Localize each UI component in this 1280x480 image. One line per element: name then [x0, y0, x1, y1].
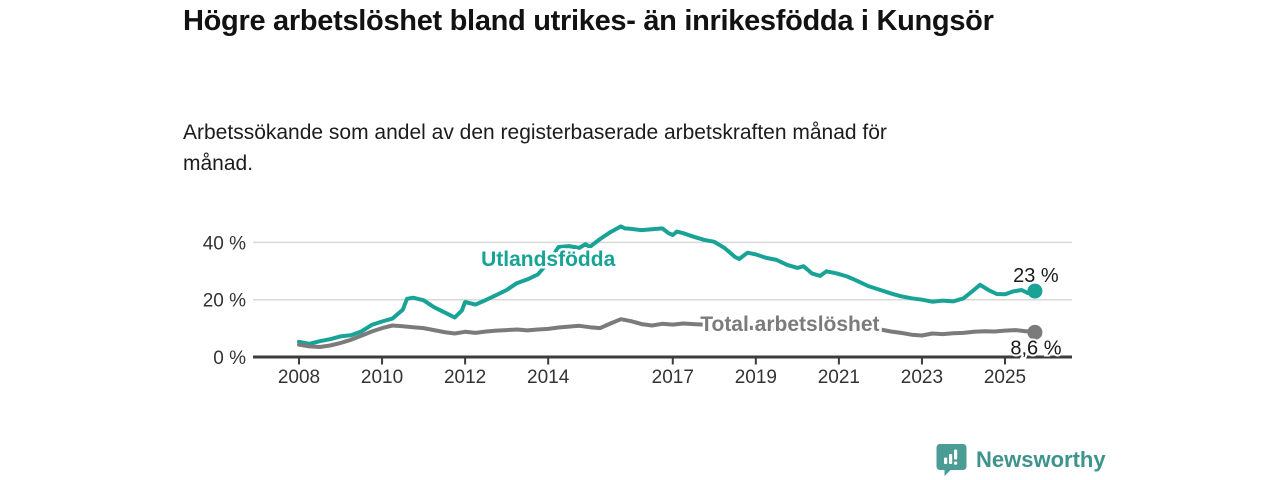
x-axis-tick-label: 2012: [444, 367, 486, 388]
x-axis-tick-label: 2023: [901, 367, 943, 388]
y-axis-tick-label: 0 %: [213, 348, 246, 369]
y-axis-tick-label: 20 %: [203, 291, 246, 312]
series-end-dot-utlandsfodda: [1027, 283, 1043, 299]
series-label-utlandsfodda: Utlandsfödda: [481, 248, 615, 271]
x-axis-tick-label: 2025: [984, 367, 1026, 388]
page-title: Högre arbetslöshet bland utrikes- än inr…: [183, 5, 994, 37]
end-value-label-utlandsfodda: 23 %: [1013, 265, 1059, 287]
series-label-total: Total arbetslöshet: [700, 313, 879, 336]
series-end-dot-total: [1027, 324, 1043, 340]
newsworthy-logo-icon: [936, 443, 967, 477]
series-line-total: [297, 317, 1037, 349]
page-subtitle: Arbetssökande som andel av den registerb…: [183, 121, 887, 175]
y-axis-tick-label: 40 %: [203, 233, 246, 254]
newsworthy-branding: Newsworthy: [936, 443, 1106, 477]
end-value-label-total: 8,6 %: [1010, 337, 1061, 359]
series-line-utlandsfodda: [297, 224, 1037, 346]
x-axis-tick-label: 2019: [735, 367, 777, 388]
x-axis-tick-label: 2017: [652, 367, 694, 388]
chart-header: Högre arbetslöshet bland utrikes- än inr…: [183, 2, 998, 40]
x-axis-tick-label: 2010: [361, 367, 403, 388]
x-axis-tick-label: 2021: [818, 367, 860, 388]
brand-name: Newsworthy: [976, 447, 1106, 472]
x-axis-tick-label: 2008: [278, 367, 320, 388]
x-axis-tick-label: 2014: [527, 367, 570, 388]
